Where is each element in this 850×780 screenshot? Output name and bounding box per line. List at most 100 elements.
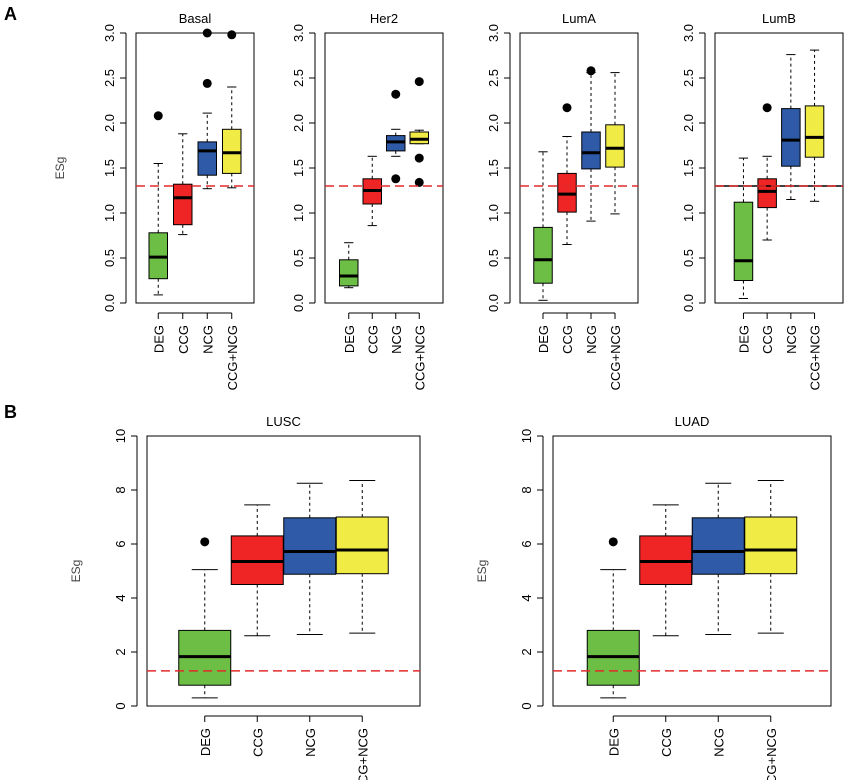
box-body	[804, 105, 825, 158]
x-tick-label: CCG+NCG	[808, 325, 823, 390]
y-tick-label: 2	[113, 648, 128, 655]
y-tick-label: 1.0	[486, 204, 501, 222]
box-ccg-ncg	[605, 72, 625, 215]
box-deg	[733, 157, 754, 299]
y-tick-label: 3.0	[291, 24, 306, 42]
y-tick-label: 0.0	[291, 294, 306, 312]
x-tick-label: CCG	[760, 325, 775, 354]
box-ccg-ncg	[409, 77, 429, 187]
outlier-point	[202, 78, 212, 88]
box-body	[605, 124, 625, 168]
x-tick-label: NCG	[584, 325, 599, 354]
panel-letter-b: B	[4, 402, 17, 422]
y-tick-label: 8	[519, 486, 534, 493]
chart-lumb: LumB 0.0 0.5 1.0 1.5 2.0 2.5 3.0 DEG CCG NCG CCG+NC…	[681, 11, 844, 390]
chart-luad: LUAD 0 2 4 6 8 10 ESg DEG CCG NCG CCG+NCG	[475, 414, 832, 780]
box-ccg	[557, 103, 577, 245]
x-tick-label: CCG	[659, 728, 674, 757]
y-tick-label: 1.5	[291, 159, 306, 177]
x-tick-label: CCG+NCG	[355, 728, 370, 780]
outlier-point	[562, 103, 572, 113]
outlier-point	[586, 66, 596, 76]
x-tick-label: DEG	[342, 325, 357, 353]
chart-title: LUAD	[675, 414, 710, 429]
y-tick-label: 2.5	[486, 69, 501, 87]
x-tick-label: NCG	[784, 325, 799, 354]
x-tick-label: NCG	[389, 325, 404, 354]
y-tick-label: 1.0	[102, 204, 117, 222]
box-body	[533, 226, 553, 284]
y-tick-label: 4	[113, 594, 128, 601]
box-ncg	[197, 28, 217, 190]
y-axis-label: ESg	[475, 560, 489, 583]
box-ccg-ncg	[744, 480, 798, 634]
y-tick-label: 0.0	[486, 294, 501, 312]
chart-title: LumA	[562, 11, 596, 26]
box-body	[173, 183, 193, 226]
y-tick-label: 0.5	[291, 249, 306, 267]
chart-lusc: LUSC 0 2 4 6 8 10 ESg DEG CCG NCG CCG+NCG	[69, 414, 421, 780]
box-ccg-ncg	[335, 480, 389, 634]
y-tick-label: 2	[519, 648, 534, 655]
y-tick-label: 2.0	[291, 114, 306, 132]
outlier-point	[227, 30, 237, 40]
outlier-point	[202, 28, 212, 38]
outlier-point	[414, 177, 424, 187]
y-tick-label: 1.5	[681, 159, 696, 177]
x-tick-label: CCG+NCG	[225, 325, 240, 390]
y-tick-label: 2.5	[681, 69, 696, 87]
box-deg	[586, 537, 640, 699]
plot-frame	[146, 435, 421, 707]
box-deg	[178, 537, 232, 699]
box-ncg	[691, 482, 745, 635]
y-tick-label: 2.0	[486, 114, 501, 132]
y-tick-label: 1.5	[486, 159, 501, 177]
plot-frame	[552, 435, 832, 707]
charts-container: Basal 0.0 0.5 1.0 1.5 2.0 2.5 3.0 ESg DEG CCG NCG CC…	[53, 11, 844, 780]
chart-title: LumB	[762, 11, 796, 26]
box-ccg	[230, 504, 284, 637]
x-tick-label: CCG	[365, 325, 380, 354]
y-tick-label: 0.0	[102, 294, 117, 312]
y-tick-label: 2.5	[102, 69, 117, 87]
y-tick-label: 0.0	[681, 294, 696, 312]
chart-title: LUSC	[266, 414, 301, 429]
outlier-point	[608, 537, 618, 547]
x-tick-label: DEG	[198, 728, 213, 756]
outlier-point	[391, 89, 401, 99]
panel-letter-a: A	[4, 4, 17, 24]
y-tick-label: 0.5	[102, 249, 117, 267]
y-tick-label: 6	[519, 540, 534, 547]
outlier-point	[762, 103, 772, 113]
y-tick-label: 10	[113, 429, 128, 443]
y-tick-label: 0	[113, 702, 128, 709]
y-tick-label: 0	[519, 702, 534, 709]
x-tick-label: NCG	[200, 325, 215, 354]
x-tick-label: DEG	[606, 728, 621, 756]
box-deg	[148, 111, 168, 296]
outlier-point	[414, 153, 424, 163]
x-tick-label: NCG	[303, 728, 318, 757]
y-tick-label: 2.0	[681, 114, 696, 132]
x-tick-label: CCG+NCG	[412, 325, 427, 390]
box-body	[733, 201, 754, 281]
chart-title: Her2	[370, 11, 398, 26]
outlier-point	[391, 174, 401, 184]
box-body	[757, 178, 777, 209]
box-deg	[339, 242, 359, 289]
box-ccg-ncg	[804, 49, 825, 202]
plot-frame	[135, 32, 255, 304]
box-ccg	[639, 504, 693, 637]
box-ccg	[173, 133, 193, 236]
x-tick-label: CCG	[250, 728, 265, 757]
y-tick-label: 3.0	[102, 24, 117, 42]
plot-frame	[324, 32, 444, 304]
y-tick-label: 2.0	[102, 114, 117, 132]
box-body	[283, 517, 337, 575]
outlier-point	[414, 77, 424, 87]
x-tick-label: CCG+NCG	[764, 728, 779, 780]
box-ccg-ncg	[222, 30, 242, 189]
y-tick-label: 3.0	[486, 24, 501, 42]
box-ccg	[757, 103, 777, 241]
